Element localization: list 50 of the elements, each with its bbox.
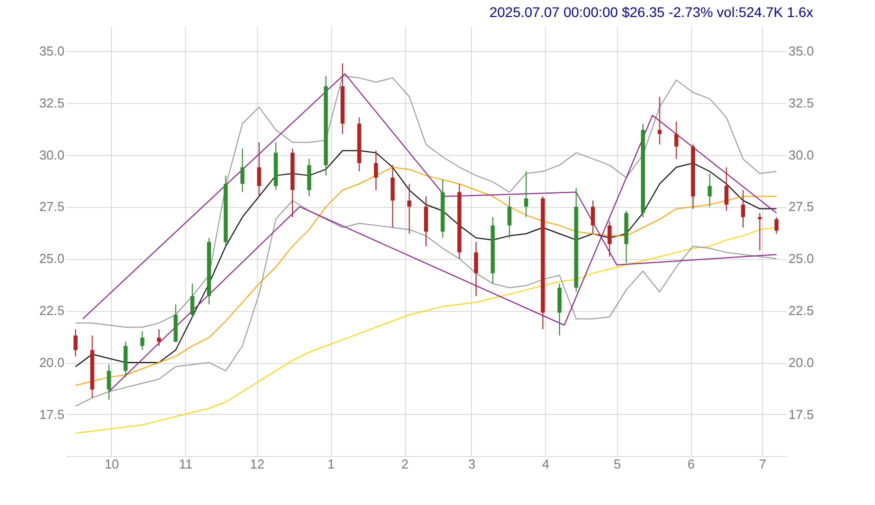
candlestick <box>524 170 528 218</box>
x-tick-label: 3 <box>468 456 476 472</box>
y2-tick-label: 25.0 <box>788 251 814 266</box>
x-tick-label: 10 <box>104 456 120 472</box>
candlestick <box>74 328 78 357</box>
y2-tick-label: 32.5 <box>788 95 814 110</box>
candlestick <box>374 150 378 191</box>
x-tick-label: 1 <box>328 456 335 472</box>
candlestick <box>608 220 612 258</box>
y2-tick-label: 27.5 <box>788 199 814 214</box>
y2-tick-label: 30.0 <box>788 147 814 162</box>
candlestick <box>758 212 762 251</box>
candlestick <box>407 183 412 234</box>
candlestick <box>257 142 262 197</box>
y2-tick-label: 20.0 <box>788 355 814 370</box>
y-tick-label: 30.0 <box>39 147 64 162</box>
y2-tick-label: 17.5 <box>788 406 814 422</box>
y-tick-label: 25.0 <box>39 251 64 266</box>
candlestick <box>106 364 111 400</box>
candlestick <box>741 190 746 228</box>
y-tick-label: 35.0 <box>39 43 64 58</box>
candlestick <box>390 164 395 228</box>
candlestick <box>507 196 512 238</box>
candlestick <box>474 242 478 297</box>
y-tick-label: 32.5 <box>39 95 64 110</box>
x-tick-label: 5 <box>614 456 621 472</box>
candlestick <box>190 283 194 318</box>
x-tick-label: 6 <box>688 456 695 472</box>
y-tick-label: 27.5 <box>39 199 64 214</box>
x-tick-label: 2 <box>401 456 409 472</box>
candlestick <box>774 216 778 234</box>
y-tick-label: 22.5 <box>39 303 64 318</box>
candlestick <box>724 166 728 212</box>
y2-tick-label: 22.5 <box>788 303 814 318</box>
candlestick <box>590 200 595 234</box>
chart-title: 2025.07.07 00:00:00 $26.35 -2.73% vol:524.7K 1.6x <box>489 4 814 20</box>
x-tick-label: 11 <box>178 456 192 472</box>
y-tick-label: 20.0 <box>39 355 64 370</box>
candlestick <box>156 328 161 346</box>
x-tick-label: 7 <box>759 456 766 472</box>
y-tick-label: 17.5 <box>39 406 64 422</box>
candlestick <box>708 172 712 208</box>
candlestick <box>240 148 244 193</box>
y2-tick-label: 35.0 <box>788 43 814 58</box>
x-tick-label: 12 <box>250 456 264 472</box>
x-tick-label: 4 <box>542 456 550 472</box>
candlestick <box>658 96 662 145</box>
candlestick <box>140 330 144 351</box>
candlestick <box>674 121 678 160</box>
line-series <box>75 200 777 407</box>
